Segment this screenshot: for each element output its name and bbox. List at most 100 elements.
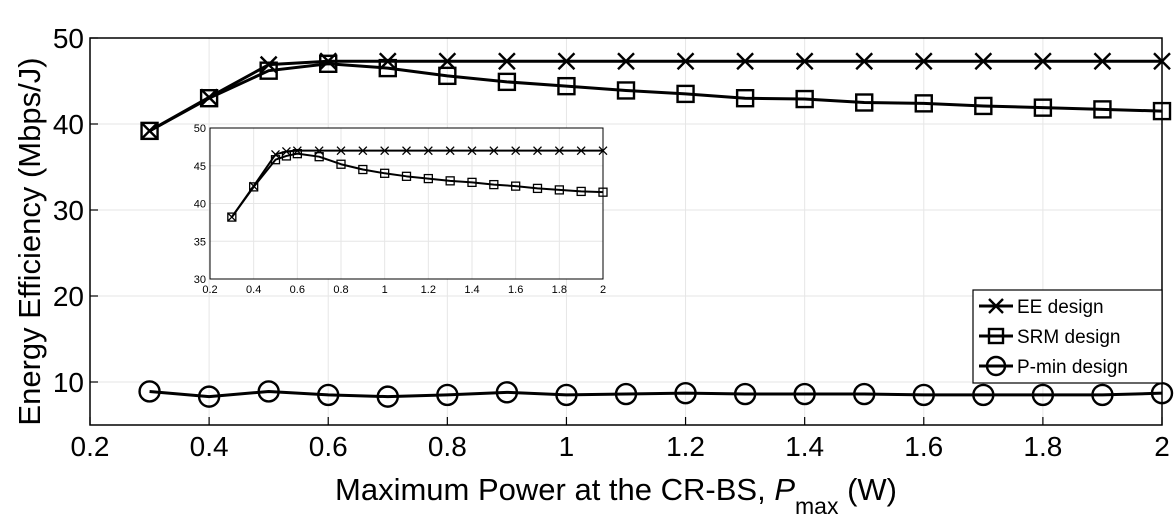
inset-x-tick-label: 0.4 — [246, 284, 261, 296]
inset-data-point-srm-design — [445, 176, 455, 186]
data-point-p-min-design — [197, 385, 221, 408]
inset-series-line-srm-design — [231, 152, 604, 218]
inset-data-point-ee-design — [511, 146, 521, 156]
inset-x-tick-label: 0.6 — [290, 284, 305, 296]
data-point-p-min-design — [138, 380, 161, 403]
inset-data-point-srm-design — [292, 149, 302, 159]
inset-x-tick-label: 0.8 — [333, 284, 348, 296]
inset-data-point-srm-design — [423, 173, 433, 184]
inset-y-tick-label: 40 — [194, 199, 206, 211]
inset-data-point-srm-design — [380, 168, 390, 178]
series-line-ee-design — [148, 59, 1162, 133]
data-point-ee-design — [498, 52, 516, 71]
inset-data-point-ee-design — [402, 146, 411, 156]
y-tick-label: 40 — [53, 109, 84, 140]
inset-data-point-srm-design — [511, 181, 521, 191]
inset-x-tick-label: 2 — [600, 284, 606, 296]
x-tick-label: 1 — [559, 431, 575, 462]
data-point-ee-design — [974, 52, 993, 71]
y-tick-label: 30 — [53, 195, 84, 226]
legend-label: P-min design — [1017, 357, 1128, 378]
inset-data-point-ee-design — [489, 146, 499, 156]
inset-data-point-ee-design — [336, 146, 346, 156]
legend-label: SRM design — [1017, 327, 1121, 348]
inset-data-point-srm-design — [576, 186, 586, 197]
data-point-srm-design — [616, 81, 636, 100]
data-point-p-min-design — [1091, 383, 1114, 407]
series-line-srm-design — [148, 62, 1163, 133]
data-point-srm-design — [1033, 98, 1053, 117]
inset-data-point-ee-design — [467, 146, 477, 156]
inset-data-point-srm-design — [401, 171, 412, 181]
x-tick-label: 1.6 — [904, 431, 943, 462]
inset-x-tick-label: 0.2 — [202, 284, 217, 296]
data-point-srm-design — [557, 76, 576, 96]
inset-data-point-ee-design — [380, 146, 390, 156]
series-line-p-min-design — [149, 389, 1163, 399]
inset-data-point-srm-design — [554, 185, 564, 195]
data-point-p-min-design — [1031, 383, 1055, 407]
data-point-ee-design — [914, 52, 933, 71]
x-tick-label: 1.4 — [785, 431, 824, 462]
x-tick-label: 0.8 — [428, 431, 467, 462]
data-point-p-min-design — [793, 382, 816, 406]
data-point-srm-design — [795, 89, 814, 109]
data-point-srm-design — [497, 72, 517, 92]
inset-data-point-ee-design — [271, 149, 280, 159]
legend-marker — [985, 355, 1007, 377]
inset-y-tick-label: 30 — [194, 274, 206, 286]
y-tick-label: 10 — [53, 367, 84, 398]
legend-marker — [988, 298, 1004, 314]
data-point-ee-design — [855, 52, 874, 71]
inset-data-point-srm-design — [358, 164, 368, 175]
data-point-srm-design — [438, 66, 457, 86]
data-point-p-min-design — [555, 383, 578, 407]
plot-frame — [89, 37, 1163, 426]
inset-x-tick-label: 1 — [382, 284, 388, 296]
data-point-p-min-design — [614, 382, 638, 406]
data-point-ee-design — [557, 52, 576, 71]
inset-data-point-srm-design — [467, 177, 477, 188]
data-point-srm-design — [319, 54, 338, 73]
y-axis-label: Energy Efficiency (Mbps/J) — [12, 57, 47, 425]
inset-data-point-srm-design — [532, 183, 543, 194]
data-point-srm-design — [735, 88, 755, 108]
data-point-ee-design — [736, 52, 754, 71]
data-point-srm-design — [140, 121, 159, 141]
data-point-srm-design — [199, 88, 219, 108]
inset-y-tick-label: 50 — [194, 123, 206, 135]
inset-data-point-ee-design — [423, 146, 433, 156]
x-tick-label: 1.2 — [666, 431, 705, 462]
inset-x-tick-label: 1.2 — [421, 284, 436, 296]
inset-data-point-srm-design — [281, 151, 292, 161]
data-point-ee-design — [1093, 52, 1112, 71]
data-point-ee-design — [676, 52, 695, 71]
data-point-p-min-design — [912, 383, 935, 407]
inset-x-tick-label: 1.6 — [508, 284, 523, 296]
data-point-srm-design — [855, 93, 874, 112]
inset-data-point-srm-design — [249, 182, 259, 192]
inset-x-tick-label: 1.8 — [552, 284, 567, 296]
inset-data-point-srm-design — [314, 152, 324, 162]
inset-data-point-srm-design — [489, 179, 499, 190]
x-tick-label: 1.8 — [1023, 431, 1062, 462]
legend-label: EE design — [1017, 297, 1104, 318]
x-tick-label: 0.4 — [190, 431, 229, 462]
data-point-srm-design — [1093, 100, 1112, 119]
data-point-p-min-design — [733, 382, 757, 406]
inset-y-tick-label: 45 — [194, 161, 206, 173]
data-point-p-min-design — [317, 383, 340, 407]
data-point-p-min-design — [257, 380, 280, 403]
inset-y-tick-label: 35 — [194, 236, 206, 248]
inset-data-point-ee-design — [554, 146, 564, 156]
data-point-srm-design — [974, 96, 993, 116]
data-point-srm-design — [378, 58, 397, 78]
data-point-srm-design — [914, 94, 933, 113]
data-point-ee-design — [617, 52, 635, 71]
data-point-p-min-design — [376, 385, 399, 408]
data-point-srm-design — [259, 61, 278, 80]
inset-data-point-srm-design — [270, 155, 281, 165]
x-tick-label: 2 — [1154, 431, 1170, 462]
